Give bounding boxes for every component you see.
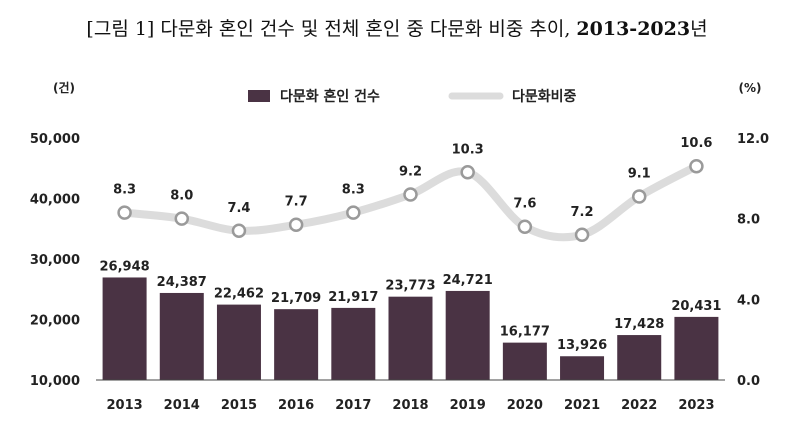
x-axis-tick: 2021 — [564, 398, 600, 413]
share-line — [120, 162, 701, 242]
bar-value-label: 17,428 — [614, 317, 664, 332]
bar-value-label: 22,462 — [214, 287, 264, 302]
share-point — [346, 205, 361, 220]
title-years: 2013-2023 — [576, 18, 691, 40]
share-value-label: 7.4 — [227, 201, 250, 216]
bar — [445, 290, 490, 380]
share-value-label: 10.3 — [452, 142, 484, 157]
bar-value-label: 21,917 — [328, 290, 378, 305]
share-point — [460, 165, 475, 180]
bar-value-label: 24,721 — [443, 273, 493, 288]
left-axis-tick: 40,000 — [30, 193, 80, 208]
right-axis-tick: 4.0 — [737, 293, 760, 308]
title-main: [그림 1] 다문화 혼인 건수 및 전체 혼인 중 다문화 비중 추이, — [86, 18, 571, 40]
x-axis-tick: 2016 — [278, 398, 314, 413]
share-point — [403, 187, 418, 202]
bar — [617, 335, 662, 380]
left-axis-tick: 10,000 — [30, 374, 80, 389]
share-point — [574, 227, 590, 243]
right-axis-tick: 12.0 — [737, 132, 769, 147]
share-value-label: 8.3 — [113, 183, 136, 198]
bar — [331, 307, 376, 380]
bar-value-label: 24,387 — [157, 275, 207, 290]
share-value-label: 7.2 — [571, 205, 594, 220]
bar — [274, 309, 319, 380]
share-point — [689, 158, 704, 174]
x-axis-tick: 2015 — [221, 398, 257, 413]
left-axis-tick: 30,000 — [30, 253, 80, 268]
share-point — [517, 219, 533, 234]
share-value-label: 10.6 — [680, 136, 712, 151]
chart-title: [그림 1] 다문화 혼인 건수 및 전체 혼인 중 다문화 비중 추이, 20… — [0, 14, 794, 41]
left-axis-unit: (건) — [53, 80, 75, 95]
bar-value-label: 20,431 — [671, 299, 721, 314]
legend-label-bar: 다문화 혼인 건수 — [280, 88, 380, 105]
share-value-label: 8.0 — [170, 189, 193, 204]
share-point — [631, 189, 647, 204]
x-axis-tick: 2022 — [621, 398, 657, 413]
x-axis-tick: 2023 — [678, 398, 714, 413]
x-axis-tick: 2013 — [106, 398, 142, 413]
x-axis-tick: 2018 — [392, 398, 428, 413]
x-axis-tick: 2017 — [335, 398, 371, 413]
legend-swatch-bar — [248, 90, 270, 102]
title-suffix: 년 — [690, 18, 708, 40]
bar-value-label: 13,926 — [557, 338, 607, 353]
bar — [216, 304, 261, 380]
share-value-label: 7.7 — [285, 195, 308, 210]
share-point — [231, 223, 247, 239]
left-axis-tick: 50,000 — [30, 132, 80, 147]
share-point — [117, 205, 132, 220]
right-axis-unit: (%) — [739, 81, 762, 95]
x-axis-tick: 2019 — [450, 398, 486, 413]
share-point — [174, 211, 190, 226]
x-axis-tick: 2020 — [507, 398, 543, 413]
bar — [560, 356, 605, 380]
x-axis-tick: 2014 — [164, 398, 200, 413]
bar-value-label: 21,709 — [271, 291, 321, 306]
bar-value-label: 23,773 — [385, 279, 435, 294]
bar — [674, 316, 719, 380]
bar — [388, 296, 433, 380]
share-value-label: 9.1 — [628, 166, 651, 181]
bar — [102, 277, 147, 380]
left-axis-tick: 20,000 — [30, 314, 80, 329]
right-axis-tick: 8.0 — [737, 213, 760, 228]
share-value-label: 8.3 — [342, 183, 365, 198]
legend-label-line: 다문화비중 — [512, 89, 577, 105]
share-point — [288, 217, 304, 232]
share-value-label: 9.2 — [399, 164, 422, 179]
bar — [502, 342, 547, 380]
bar-value-label: 26,948 — [100, 259, 150, 274]
bar-value-label: 16,177 — [500, 325, 550, 340]
bar — [159, 292, 204, 380]
right-axis-tick: 0.0 — [737, 374, 760, 389]
share-value-label: 7.6 — [513, 197, 536, 212]
